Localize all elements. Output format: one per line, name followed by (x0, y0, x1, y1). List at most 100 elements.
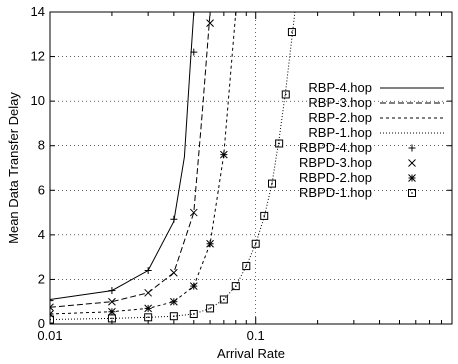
series-line-rbp-2-hop (50, 12, 237, 315)
data-point-rbpd-3-hop (144, 288, 153, 297)
data-point-rbpd-2-hop (189, 282, 198, 290)
marker-dot (209, 307, 211, 310)
data-point-rbpd-3-hop (189, 208, 198, 217)
y-tick-label: 12 (31, 49, 45, 64)
marker-stroke (260, 211, 269, 220)
series-layer (50, 12, 296, 324)
marker-dot (255, 243, 257, 245)
x-axis-title: Arrival Rate (217, 346, 285, 361)
data-point-rbpd-1-hop (219, 295, 228, 304)
data-point-rbpd-1-hop (206, 304, 215, 313)
marker-stroke (206, 304, 215, 313)
data-point-rbpd-3-hop (108, 297, 116, 306)
marker-stroke (281, 90, 290, 99)
marker-stroke (408, 189, 416, 197)
data-point-rbpd-1-hop (242, 262, 251, 271)
legend: RBP-4.hopRBP-3.hopRBP-2.hopRBP-1.hopRBPD… (299, 80, 444, 200)
marker-stroke (251, 239, 260, 248)
marker-stroke (242, 262, 251, 271)
marker-stroke (144, 304, 153, 313)
data-point-rbpd-1-hop (231, 282, 240, 291)
marker-stroke (189, 208, 198, 217)
marker-stroke (50, 306, 54, 312)
data-point-rbpd-1-hop (144, 313, 153, 322)
data-point-rbpd-3-hop (50, 303, 54, 312)
axis-ticks: 0 2 4 6 8 10 12 14 0.01 0.1 (31, 4, 453, 343)
data-point-rbpd-1-hop (275, 139, 284, 148)
marker-stroke (169, 268, 178, 277)
data-point-rbpd-4-hop (50, 297, 54, 305)
data-point-rbpd-2-hop (219, 150, 228, 159)
y-tick-label: 14 (31, 4, 45, 19)
data-point-rbpd-3-hop (206, 19, 214, 27)
marker-stroke (169, 297, 178, 306)
legend-label: RBPD-1.hop (299, 185, 372, 200)
data-point-rbpd-1-hop (260, 211, 269, 220)
y-tick-label: 10 (31, 93, 45, 108)
marker-dot (173, 315, 175, 317)
data-point-rbpd-3-hop (169, 268, 178, 277)
y-axis-title: Mean Data Transfer Delay (6, 92, 21, 244)
y-tick-label: 2 (38, 271, 45, 286)
marker-dot (111, 317, 113, 320)
legend-label: RBP-4.hop (308, 80, 372, 95)
legend-label: RBPD-4.hop (299, 140, 372, 155)
data-point-rbpd-1-hop (281, 90, 290, 99)
data-point-rbpd-4-hop (108, 287, 116, 295)
marker-stroke (408, 174, 416, 182)
marker-dot (263, 215, 265, 217)
marker-stroke (408, 159, 416, 167)
marker-dot (278, 142, 280, 145)
series-line-rbp-4-hop (50, 12, 195, 300)
marker-dot (245, 265, 247, 267)
marker-stroke (189, 282, 198, 290)
x-tick-label: 0.1 (247, 328, 265, 343)
marker-stroke (231, 282, 240, 291)
legend-label: RBP-2.hop (308, 110, 372, 125)
data-point-rbpd-4-hop (190, 48, 198, 56)
data-point-rbpd-2-hop (144, 304, 153, 313)
legend-label: RBP-3.hop (308, 95, 372, 110)
marker-dot (285, 93, 287, 96)
marker-dot (271, 182, 273, 185)
data-point-rbpd-1-hop (267, 179, 276, 188)
marker-stroke (144, 288, 153, 297)
marker-dot (411, 192, 413, 194)
data-point-rbpd-2-hop (169, 297, 178, 306)
legend-label: RBPD-3.hop (299, 155, 372, 170)
marker-dot (193, 313, 195, 315)
grid-lines (50, 12, 452, 324)
marker-stroke (50, 310, 54, 315)
marker-stroke (108, 297, 116, 306)
legend-label: RBPD-2.hop (299, 170, 372, 185)
marker-stroke (219, 295, 228, 304)
data-point-rbpd-1-hop (169, 312, 178, 321)
legend-swatch (408, 159, 416, 167)
marker-stroke (267, 179, 276, 188)
data-point-rbpd-2-hop (108, 307, 116, 316)
marker-dot (291, 31, 293, 33)
legend-label: RBP-1.hop (308, 125, 372, 140)
marker-stroke (219, 150, 228, 159)
data-point-rbpd-2-hop (206, 239, 214, 248)
x-tick-label: 0.01 (37, 328, 62, 343)
legend-swatch (408, 174, 416, 182)
data-point-rbpd-1-hop (251, 239, 260, 248)
data-point-rbpd-4-hop (170, 215, 178, 223)
marker-stroke (169, 312, 178, 321)
marker-dot (223, 298, 225, 301)
plot-frame (49, 11, 453, 325)
y-tick-label: 4 (38, 227, 45, 242)
data-point-rbpd-1-hop (189, 309, 198, 318)
marker-stroke (206, 239, 214, 248)
data-point-rbpd-1-hop (287, 28, 296, 37)
marker-stroke (206, 19, 214, 27)
y-tick-label: 6 (38, 182, 45, 197)
y-tick-label: 8 (38, 138, 45, 153)
marker-stroke (108, 307, 116, 316)
marker-stroke (50, 315, 54, 324)
data-point-rbpd-4-hop (144, 267, 152, 275)
marker-dot (147, 316, 149, 319)
marker-dot (235, 285, 237, 287)
